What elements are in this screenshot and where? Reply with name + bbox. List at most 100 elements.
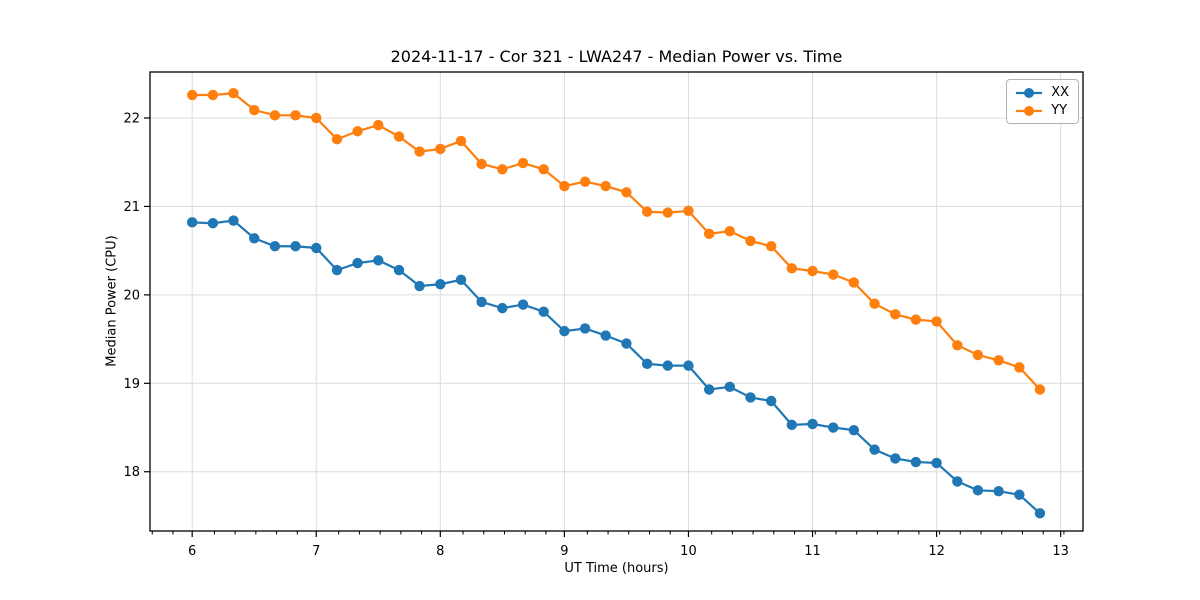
legend-label-xx: XX	[1051, 85, 1069, 100]
data-point-yy	[352, 126, 363, 137]
x-tick-label: 8	[436, 544, 444, 559]
data-point-xx	[538, 306, 549, 317]
data-point-xx	[1014, 489, 1025, 500]
x-tick-label: 6	[188, 544, 196, 559]
data-point-yy	[538, 164, 549, 175]
data-point-xx	[579, 323, 591, 334]
data-point-yy	[186, 89, 198, 101]
y-tick-label: 22	[123, 111, 140, 126]
data-point-xx	[683, 360, 694, 371]
data-point-yy	[497, 164, 508, 175]
data-point-yy	[641, 206, 653, 217]
data-point-yy	[910, 314, 922, 325]
data-point-yy	[828, 269, 839, 280]
data-point-yy	[1034, 384, 1046, 395]
data-point-xx	[455, 274, 467, 286]
legend-swatch-yy-icon	[1016, 105, 1043, 116]
data-point-xx	[331, 264, 343, 276]
data-point-xx	[786, 419, 798, 431]
data-point-xx	[745, 392, 756, 403]
series-line-xx	[191, 219, 1042, 515]
data-point-xx	[435, 279, 446, 290]
data-point-yy	[435, 143, 446, 155]
x-tick-label: 10	[680, 544, 697, 559]
data-point-yy	[972, 349, 984, 361]
chart-title: 2024-11-17 - Cor 321 - LWA247 - Median P…	[390, 47, 843, 66]
data-point-xx	[476, 296, 487, 308]
data-point-xx	[311, 242, 322, 254]
x-tick-label: 9	[560, 544, 568, 559]
data-point-xx	[393, 264, 405, 276]
data-point-yy	[786, 263, 798, 274]
data-point-xx	[890, 453, 901, 464]
data-point-yy	[952, 340, 963, 351]
data-point-yy	[517, 157, 529, 169]
data-point-yy	[807, 265, 818, 277]
data-point-yy	[683, 205, 694, 217]
data-point-xx	[207, 218, 219, 229]
data-point-xx	[931, 457, 942, 469]
data-point-yy	[393, 131, 405, 142]
x-tick-label: 7	[312, 544, 320, 559]
data-point-xx	[807, 418, 818, 430]
data-point-yy	[290, 110, 301, 121]
data-point-xx	[972, 485, 984, 496]
y-tick-label: 19	[123, 377, 140, 392]
data-point-yy	[724, 225, 735, 237]
data-point-yy	[249, 104, 260, 116]
data-point-yy	[207, 89, 219, 101]
data-point-xx	[724, 381, 735, 393]
data-point-xx	[497, 302, 508, 314]
data-point-xx	[186, 217, 198, 228]
data-point-xx	[910, 456, 922, 468]
data-point-xx	[703, 384, 715, 395]
data-point-yy	[311, 112, 322, 124]
axes-frame	[149, 71, 1084, 532]
data-point-xx	[352, 257, 363, 269]
legend-marker-xx	[1024, 87, 1035, 98]
data-point-yy	[993, 355, 1004, 366]
data-point-yy	[703, 228, 715, 240]
data-point-xx	[828, 422, 839, 433]
data-point-yy	[1014, 362, 1025, 373]
data-point-yy	[559, 180, 570, 192]
data-point-xx	[621, 338, 632, 349]
legend: XX YY	[1006, 79, 1079, 124]
data-point-xx	[290, 241, 301, 252]
y-axis-label: Median Power (CPU)	[104, 235, 120, 367]
data-point-yy	[600, 180, 611, 192]
data-point-xx	[249, 233, 260, 244]
data-point-xx	[600, 330, 611, 341]
legend-label-yy: YY	[1051, 103, 1068, 118]
data-point-xx	[517, 299, 529, 310]
data-point-xx	[993, 486, 1004, 497]
data-point-yy	[662, 207, 673, 218]
series-line-yy	[191, 92, 1042, 391]
y-tick-label: 18	[123, 465, 140, 480]
data-point-xx	[269, 241, 281, 252]
data-point-yy	[455, 135, 467, 147]
data-point-xx	[373, 255, 384, 266]
data-point-yy	[228, 88, 239, 99]
x-tick-label: 13	[1052, 544, 1069, 559]
data-point-xx	[766, 395, 777, 407]
data-point-xx	[414, 280, 425, 292]
data-point-xx	[228, 215, 239, 226]
data-point-yy	[848, 277, 860, 288]
data-point-yy	[476, 158, 487, 170]
data-point-xx	[952, 476, 963, 487]
data-point-yy	[869, 298, 880, 309]
data-point-xx	[1034, 508, 1046, 519]
data-point-xx	[641, 358, 653, 370]
legend-entry-yy: YY	[1015, 103, 1069, 118]
y-tick-label: 20	[123, 288, 140, 303]
data-point-yy	[373, 119, 384, 131]
data-point-yy	[890, 309, 901, 320]
data-point-xx	[869, 444, 880, 455]
data-point-xx	[848, 424, 860, 436]
y-tick-label: 21	[123, 200, 140, 215]
data-point-yy	[621, 187, 632, 198]
data-point-xx	[662, 360, 673, 371]
